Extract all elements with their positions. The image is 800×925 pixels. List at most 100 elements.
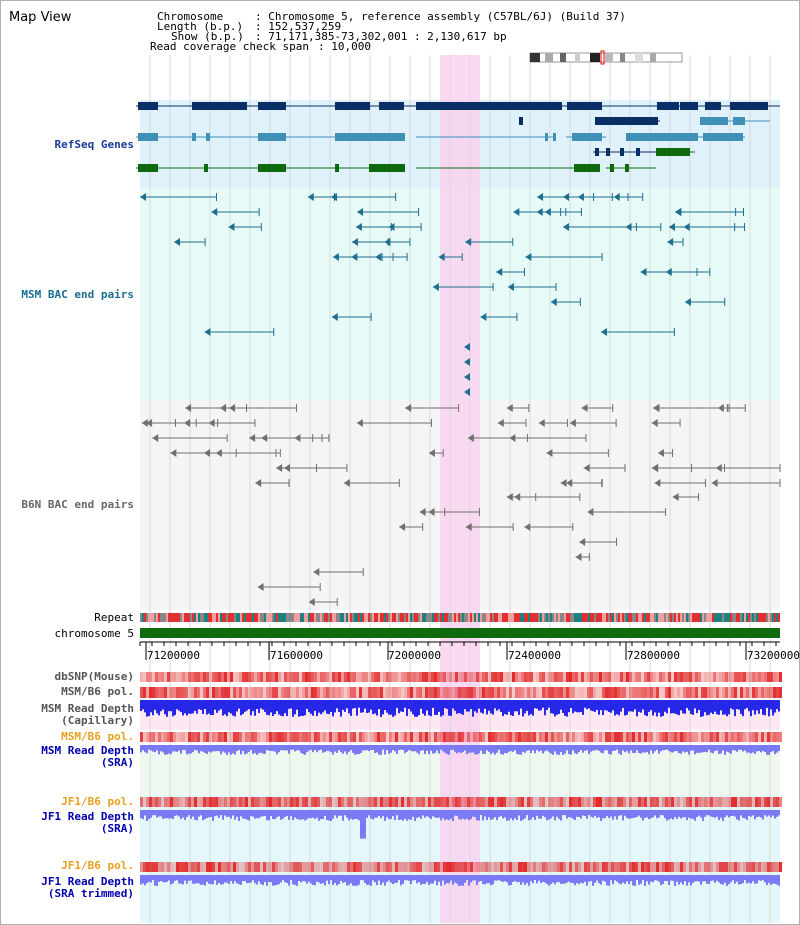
msm-depth-capillary-bar bbox=[630, 700, 632, 712]
jf1-pol-2-density-cell bbox=[743, 862, 746, 872]
msm-depth-capillary-bar bbox=[502, 700, 504, 717]
track-label-jf1-depth[interactable]: JF1 Read Depth bbox=[41, 810, 134, 823]
gene-exon-block[interactable] bbox=[369, 164, 405, 172]
jf1-pol-density-cell bbox=[194, 797, 197, 807]
jf1-depth-trimmed-bar bbox=[598, 875, 600, 884]
gene-exon-block[interactable] bbox=[656, 148, 690, 156]
repeat-element bbox=[678, 613, 680, 622]
jf1-depth-bar bbox=[480, 810, 482, 815]
msm-pol-density-cell bbox=[653, 687, 656, 698]
gene-exon-block[interactable] bbox=[545, 133, 548, 141]
gene-exon-block[interactable] bbox=[258, 133, 286, 141]
jf1-depth-bar bbox=[648, 810, 650, 820]
repeat-element bbox=[494, 613, 496, 622]
repeat-element bbox=[412, 613, 414, 622]
gene-exon-block[interactable] bbox=[574, 164, 600, 172]
gene-exon-block[interactable] bbox=[572, 133, 602, 141]
gene-exon-block[interactable] bbox=[700, 117, 728, 125]
gene-exon-block[interactable] bbox=[258, 102, 286, 110]
gene-exon-block[interactable] bbox=[335, 102, 370, 110]
msm-depth-sra-bar bbox=[538, 745, 540, 752]
gene-exon-block[interactable] bbox=[335, 164, 339, 172]
jf1-depth-bar bbox=[356, 810, 358, 820]
repeat-element bbox=[684, 613, 686, 622]
dbsnp-density-cell bbox=[413, 672, 416, 682]
gene-exon-block[interactable] bbox=[595, 117, 658, 125]
track-label-msm-bac[interactable]: MSM BAC end pairs bbox=[21, 288, 134, 301]
gene-exon-block[interactable] bbox=[138, 102, 158, 110]
gene-exon-block[interactable] bbox=[610, 164, 614, 172]
gene-exon-block[interactable] bbox=[595, 148, 599, 156]
gene-exon-block[interactable] bbox=[625, 164, 629, 172]
gene-exon-block[interactable] bbox=[730, 102, 768, 110]
gene-exon-block[interactable] bbox=[636, 148, 640, 156]
selection-highlight[interactable] bbox=[440, 55, 480, 923]
gene-exon-block[interactable] bbox=[553, 133, 556, 141]
repeat-element bbox=[736, 613, 738, 622]
gene-exon-block[interactable] bbox=[680, 102, 698, 110]
msm-depth-sra-bar bbox=[726, 745, 728, 752]
gene-exon-block[interactable] bbox=[567, 102, 602, 110]
gene-exon-block[interactable] bbox=[192, 133, 196, 141]
gene-exon-block[interactable] bbox=[733, 117, 745, 125]
repeat-element bbox=[602, 613, 604, 622]
jf1-depth-bar bbox=[358, 810, 360, 821]
jf1-depth-trimmed-bar bbox=[318, 875, 320, 883]
gene-exon-block[interactable] bbox=[138, 133, 158, 141]
gene-exon-block[interactable] bbox=[416, 102, 562, 110]
dbsnp-density-cell bbox=[695, 672, 698, 682]
jf1-pol-density-cell bbox=[164, 797, 167, 807]
gene-exon-block[interactable] bbox=[606, 148, 610, 156]
jf1-depth-bar bbox=[400, 810, 402, 820]
track-label-msm-pol-sra[interactable]: MSM/B6 pol. bbox=[61, 730, 134, 743]
gene-exon-block[interactable] bbox=[379, 102, 404, 110]
track-label-dbsnp[interactable]: dbSNP(Mouse) bbox=[54, 670, 134, 683]
track-label-jf1-pol-2[interactable]: JF1/B6 pol. bbox=[61, 859, 134, 872]
msm-depth-sra-bar bbox=[142, 745, 144, 751]
repeat-element bbox=[268, 613, 270, 622]
gene-exon-block[interactable] bbox=[192, 102, 247, 110]
gene-exon-block[interactable] bbox=[705, 102, 721, 110]
gene-exon-block[interactable] bbox=[620, 148, 624, 156]
gene-exon-block[interactable] bbox=[206, 133, 210, 141]
gene-exon-block[interactable] bbox=[626, 133, 698, 141]
track-label-jf1-depth-trimmed[interactable]: JF1 Read Depth bbox=[41, 875, 134, 888]
msm-depth-sra-bar bbox=[552, 745, 554, 755]
msm-depth-sra-bar bbox=[146, 745, 148, 754]
gene-exon-block[interactable] bbox=[703, 133, 743, 141]
dbsnp-density-cell bbox=[299, 672, 302, 682]
repeat-element bbox=[198, 613, 200, 622]
track-label-msm-pol[interactable]: MSM/B6 pol. bbox=[61, 685, 134, 698]
b6n-bac-pair-end-marker bbox=[514, 493, 521, 501]
ideogram-position-marker[interactable] bbox=[600, 50, 605, 65]
jf1-depth-bar bbox=[514, 810, 516, 819]
chromosome-bar[interactable] bbox=[140, 628, 780, 638]
msm-depth-sra-bar bbox=[454, 745, 456, 752]
msm-depth-sra-bar bbox=[238, 745, 240, 751]
gene-exon-block[interactable] bbox=[657, 102, 679, 110]
gene-exon-block[interactable] bbox=[138, 164, 158, 172]
msm-depth-sra-bar bbox=[290, 745, 292, 750]
track-label-refseq[interactable]: RefSeq Genes bbox=[54, 138, 134, 151]
jf1-depth-trimmed-bar bbox=[234, 875, 236, 882]
gene-exon-block[interactable] bbox=[204, 164, 208, 172]
repeat-element bbox=[584, 613, 586, 622]
msm-depth-sra-bar bbox=[728, 745, 730, 753]
gene-exon-block[interactable] bbox=[258, 164, 286, 172]
jf1-depth-bar bbox=[500, 810, 502, 816]
msm-depth-capillary-bar bbox=[164, 700, 166, 715]
jf1-depth-bar bbox=[574, 810, 576, 820]
track-label-msm-depth-capillary[interactable]: MSM Read Depth bbox=[41, 702, 134, 715]
track-label-msm-depth-sra[interactable]: MSM Read Depth bbox=[41, 744, 134, 757]
dbsnp-density-cell bbox=[503, 672, 506, 682]
gene-exon-block[interactable] bbox=[519, 117, 523, 125]
msm-depth-capillary-bar bbox=[576, 700, 578, 713]
gene-exon-block[interactable] bbox=[335, 133, 405, 141]
track-label-jf1-pol[interactable]: JF1/B6 pol. bbox=[61, 795, 134, 808]
msm-depth-capillary-bar bbox=[524, 700, 526, 714]
track-label-b6n-bac[interactable]: B6N BAC end pairs bbox=[21, 498, 134, 511]
msm-pol-sra-density-cell bbox=[380, 732, 383, 742]
msm-depth-sra-bar bbox=[374, 745, 376, 754]
jf1-depth-trimmed-bar bbox=[658, 875, 660, 882]
